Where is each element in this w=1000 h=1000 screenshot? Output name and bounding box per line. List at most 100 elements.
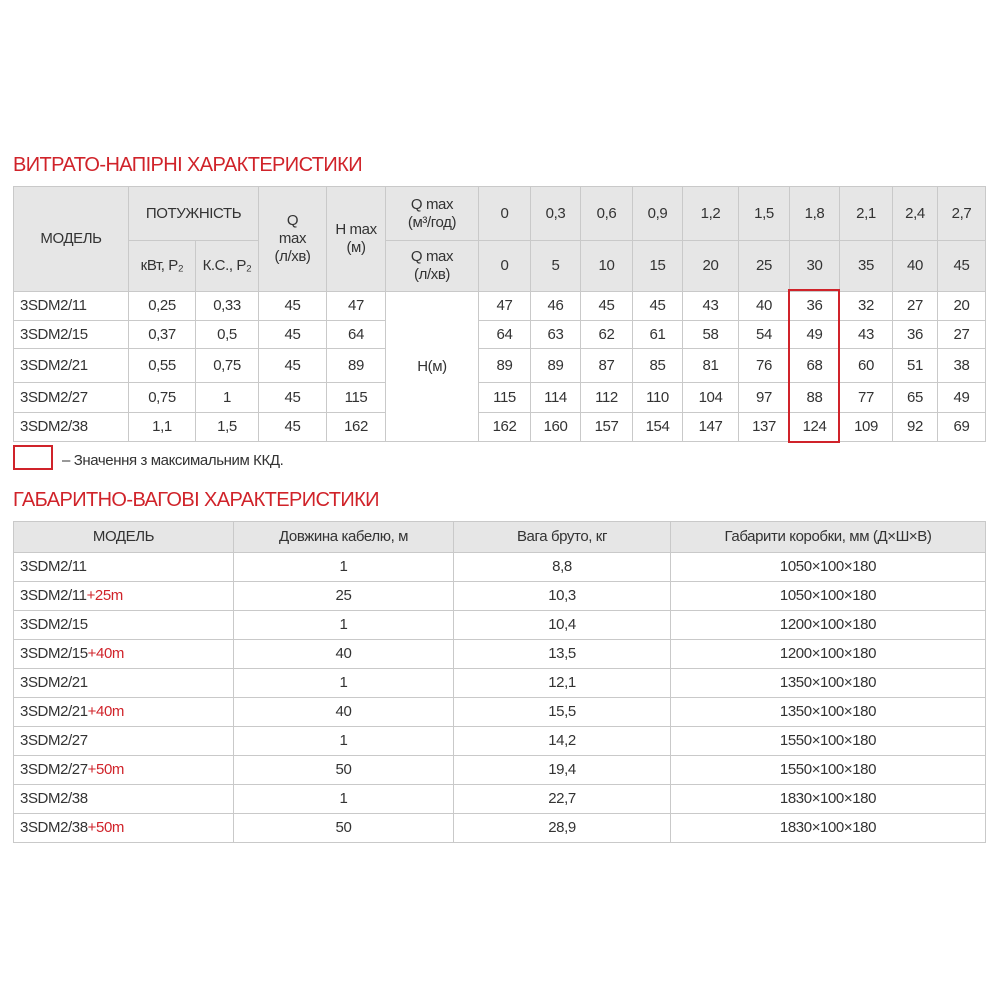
cell-model: 3SDM2/38 (13, 784, 234, 814)
header-power: ПОТУЖНІСТЬ (128, 186, 259, 241)
cell-head: 114 (530, 382, 581, 413)
cell-head: 112 (580, 382, 633, 413)
cell-head: 76 (738, 348, 790, 383)
cell-head: 147 (682, 412, 739, 442)
table-row: 3SDM2/27 1 14,2 1550×100×180 (13, 726, 986, 756)
header-flow-m3h: 0,3 (530, 186, 581, 241)
cell-cable-length: 50 (233, 813, 454, 843)
cell-cable-length: 50 (233, 755, 454, 785)
table-row: 3SDM2/15+40m 40 13,5 1200×100×180 (13, 639, 986, 669)
cell-head: 85 (632, 348, 683, 383)
legend-text: – Значення з максимальним ККД. (62, 452, 284, 469)
cell-box-dimensions: 1550×100×180 (670, 755, 986, 785)
header-flow-lmin: 40 (892, 240, 938, 292)
cell-kw: 0,37 (128, 320, 196, 349)
cell-head: 38 (937, 348, 986, 383)
cell-head: 46 (530, 291, 581, 321)
cell-head: 63 (530, 320, 581, 349)
cell-head: 36 (892, 320, 938, 349)
cell-model: 3SDM2/15+40m (13, 639, 234, 669)
model-name: 3SDM2/38 (20, 819, 88, 836)
header-flow-lmin: 35 (839, 240, 893, 292)
cell-weight: 19,4 (453, 755, 671, 785)
cell-weight: 13,5 (453, 639, 671, 669)
cell-box-dimensions: 1830×100×180 (670, 813, 986, 843)
cell-box-dimensions: 1350×100×180 (670, 697, 986, 727)
cell-head: 62 (580, 320, 633, 349)
cell-h-max: 162 (326, 412, 386, 442)
cell-cable-length: 1 (233, 784, 454, 814)
dimensions-table: МОДЕЛЬ Довжина кабелю, м Вага бруто, кг Габ… (13, 521, 986, 843)
cell-hp: 0,75 (195, 348, 259, 383)
cell-head: 20 (937, 291, 986, 321)
cell-head: 65 (892, 382, 938, 413)
cell-box-dimensions: 1200×100×180 (670, 639, 986, 669)
cell-hp: 1,5 (195, 412, 259, 442)
cell-head: 27 (892, 291, 938, 321)
cell-model: 3SDM2/21+40m (13, 697, 234, 727)
table-row: 3SDM2/38 1 22,7 1830×100×180 (13, 784, 986, 814)
cell-q-max: 45 (258, 320, 327, 349)
cell-model: 3SDM2/11 (13, 291, 129, 321)
table-row: 3SDM2/27+50m 50 19,4 1550×100×180 (13, 755, 986, 785)
cell-q-max: 45 (258, 382, 327, 413)
max-efficiency-highlight (788, 289, 840, 443)
header-flow-m3h: 2,7 (937, 186, 986, 241)
header-flow-m3h: 0,9 (632, 186, 683, 241)
header-flow-m3h: 1,2 (682, 186, 739, 241)
header-flow-lmin: 0 (478, 240, 531, 292)
cell-head: 32 (839, 291, 893, 321)
cell-head: 160 (530, 412, 581, 442)
table-row: 3SDM2/11 0,25 0,33 45 47 H(м) 47 46 45 45 43 40 36 32… (13, 291, 986, 442)
cell-cable-length: 1 (233, 610, 454, 640)
cell-head: 92 (892, 412, 938, 442)
cell-kw: 0,55 (128, 348, 196, 383)
header-flow-m3h: 1,8 (789, 186, 840, 241)
cell-hp: 0,5 (195, 320, 259, 349)
cell-head: 97 (738, 382, 790, 413)
table-row: 3SDM2/21 0,55 0,75 45 89 89 89 87 85 81 76 68 60 51 38 (13, 348, 986, 383)
cell-model: 3SDM2/27 (13, 382, 129, 413)
header-q-m3h: Q max (м³/год) (385, 186, 479, 241)
cell-q-max: 45 (258, 291, 327, 321)
cell-model: 3SDM2/38+50m (13, 813, 234, 843)
cell-head: 157 (580, 412, 633, 442)
legend-red-box (13, 445, 53, 470)
cell-head: 87 (580, 348, 633, 383)
cell-head: 45 (580, 291, 633, 321)
model-name: 3SDM2/15 (20, 645, 88, 662)
cell-head: 61 (632, 320, 683, 349)
header-hp: К.С., P₂ (195, 240, 259, 292)
header-flow-lmin: 15 (632, 240, 683, 292)
model-name: 3SDM2/21 (20, 674, 88, 691)
cell-head: 89 (530, 348, 581, 383)
cell-model: 3SDM2/11 (13, 552, 234, 582)
cell-h-max: 89 (326, 348, 386, 383)
cell-cable-length: 1 (233, 552, 454, 582)
cell-head: 162 (478, 412, 531, 442)
table-row: 3SDM2/21+40m 40 15,5 1350×100×180 (13, 697, 986, 727)
cell-head: 115 (478, 382, 531, 413)
cable-suffix: +50m (87, 819, 125, 836)
cell-head: 89 (478, 348, 531, 383)
header-col: МОДЕЛЬ (13, 521, 234, 553)
table-row: 3SDM2/11 1 8,8 1050×100×180 (13, 552, 986, 582)
cell-head: 49 (789, 320, 840, 349)
cell-cable-length: 1 (233, 668, 454, 698)
header-flow-lmin: 30 (789, 240, 840, 292)
cell-head: 49 (937, 382, 986, 413)
cell-model: 3SDM2/11+25m (13, 581, 234, 611)
header-flow-m3h: 0,6 (580, 186, 633, 241)
cell-model: 3SDM2/27+50m (13, 755, 234, 785)
model-name: 3SDM2/38 (20, 790, 88, 807)
header-h-max: H max (м) (326, 186, 386, 292)
header-flow-lmin: 5 (530, 240, 581, 292)
header-flow-m3h: 2,4 (892, 186, 938, 241)
cell-head: 81 (682, 348, 739, 383)
model-name: 3SDM2/21 (20, 703, 88, 720)
cell-cable-length: 40 (233, 697, 454, 727)
cell-head: 27 (937, 320, 986, 349)
cell-head: 137 (738, 412, 790, 442)
